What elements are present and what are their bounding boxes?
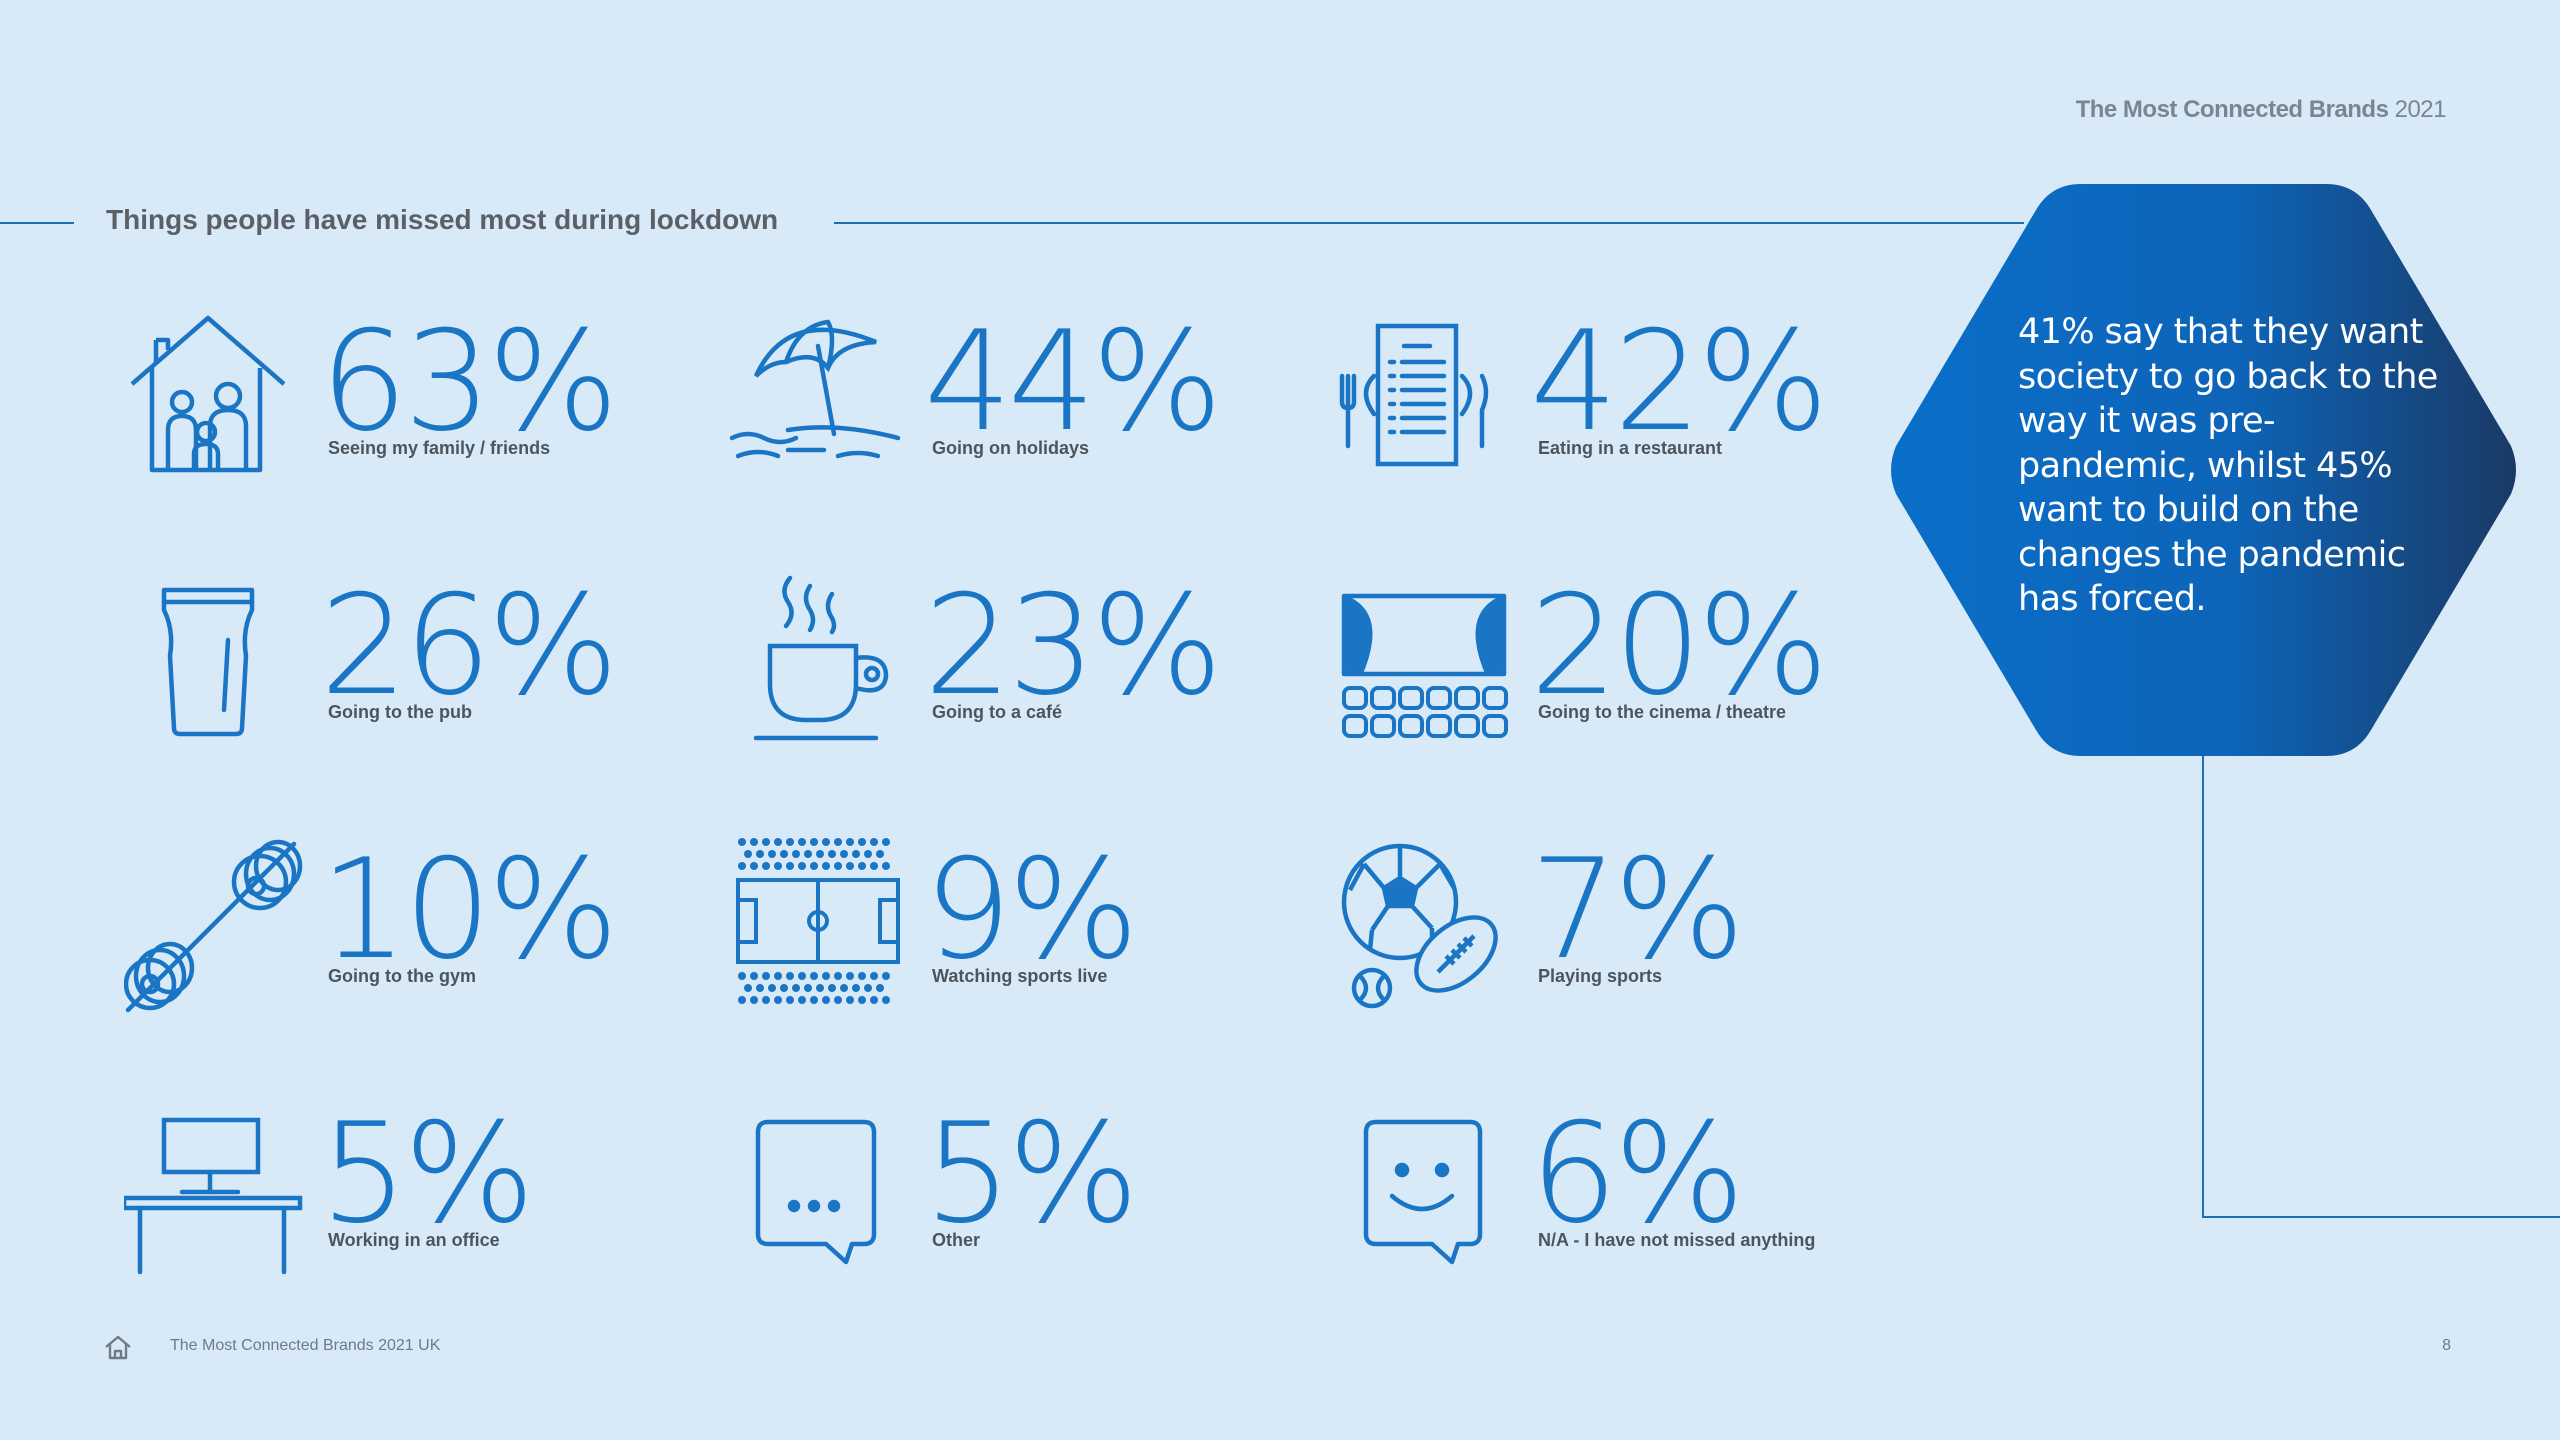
cinema-icon xyxy=(1334,570,1514,750)
brand-year: 2021 xyxy=(2394,96,2447,123)
speech-bubble-dots-icon xyxy=(728,1098,908,1278)
stat-value: 23% xyxy=(924,565,1223,726)
stat-office: 5% Working in an office xyxy=(121,1093,684,1278)
footer-text: The Most Connected Brands 2021 UK xyxy=(170,1337,441,1354)
stat-label: N/A - I have not missed anything xyxy=(1538,1230,1816,1250)
stat-label: Working in an office xyxy=(328,1230,500,1250)
callout-text: 41% say that they want society to go bac… xyxy=(2018,312,2438,619)
title-rule-right xyxy=(834,222,2024,224)
stat-value: 26% xyxy=(320,565,619,726)
office-desk-icon xyxy=(121,1098,304,1278)
stat-playing-sports: 7% Playing sports xyxy=(1334,834,1894,1014)
stat-value: 10% xyxy=(320,829,619,990)
stat-label: Going to the pub xyxy=(328,702,472,722)
sports-balls-icon xyxy=(1334,834,1514,1014)
stat-label: Playing sports xyxy=(1538,966,1663,986)
stat-cinema: 20% Going to the cinema / theatre xyxy=(1334,570,1894,750)
restaurant-menu-icon xyxy=(1334,306,1514,486)
stat-restaurant: 42% Eating in a restaurant xyxy=(1334,306,1894,486)
stat-label: Going to the gym xyxy=(328,966,476,986)
stat-cafe: 23% Going to a café xyxy=(728,570,1288,750)
stat-gym: 10% Going to the gym xyxy=(123,829,684,1014)
connector-horizontal-line xyxy=(2202,1216,2560,1218)
section-title: Things people have missed most during lo… xyxy=(106,204,779,235)
stat-value: 9% xyxy=(924,829,1139,990)
stat-label: Watching sports live xyxy=(932,966,1108,986)
callout-hexagon: 41% say that they want society to go bac… xyxy=(1886,184,2521,756)
dumbbell-icon xyxy=(123,834,304,1014)
stat-value: 63% xyxy=(320,301,619,462)
stat-label: Other xyxy=(932,1230,981,1250)
beach-umbrella-icon xyxy=(728,306,908,486)
home-icon[interactable] xyxy=(104,1334,132,1360)
stat-value: 44% xyxy=(924,301,1223,462)
stat-sports-live: 9% Watching sports live xyxy=(728,834,1288,1014)
stat-family-friends: 63% Seeing my family / friends xyxy=(124,306,684,486)
stat-value: 7% xyxy=(1530,829,1745,990)
stat-pub: 26% Going to the pub xyxy=(124,570,684,750)
stat-value: 6% xyxy=(1530,1093,1745,1254)
stat-label: Going to a café xyxy=(932,702,1063,722)
stat-holidays: 44% Going on holidays xyxy=(728,306,1288,486)
stat-label: Going on holidays xyxy=(932,438,1089,458)
stadium-icon xyxy=(728,834,908,1014)
stat-label: Seeing my family / friends xyxy=(328,438,551,458)
brand-name: The Most Connected Brands xyxy=(2075,96,2389,123)
stat-value: 5% xyxy=(924,1093,1139,1254)
stat-value: 20% xyxy=(1530,565,1829,726)
brand-header: The Most Connected Brands 2021 xyxy=(2075,96,2447,124)
page-number: 8 xyxy=(2442,1337,2451,1354)
title-rule-left xyxy=(0,222,74,224)
pint-glass-icon xyxy=(124,570,304,750)
stat-not-missed: 6% N/A - I have not missed anything xyxy=(1334,1098,1894,1278)
smiley-bubble-icon xyxy=(1334,1098,1514,1278)
stat-value: 5% xyxy=(320,1093,535,1254)
stat-label: Going to the cinema / theatre xyxy=(1538,702,1787,722)
connector-vertical-line xyxy=(2202,740,2204,1218)
stat-other: 5% Other xyxy=(728,1098,1288,1278)
stat-value: 42% xyxy=(1530,301,1829,462)
coffee-cup-icon xyxy=(728,570,908,750)
family-house-icon xyxy=(124,306,304,486)
stat-label: Eating in a restaurant xyxy=(1538,438,1723,458)
